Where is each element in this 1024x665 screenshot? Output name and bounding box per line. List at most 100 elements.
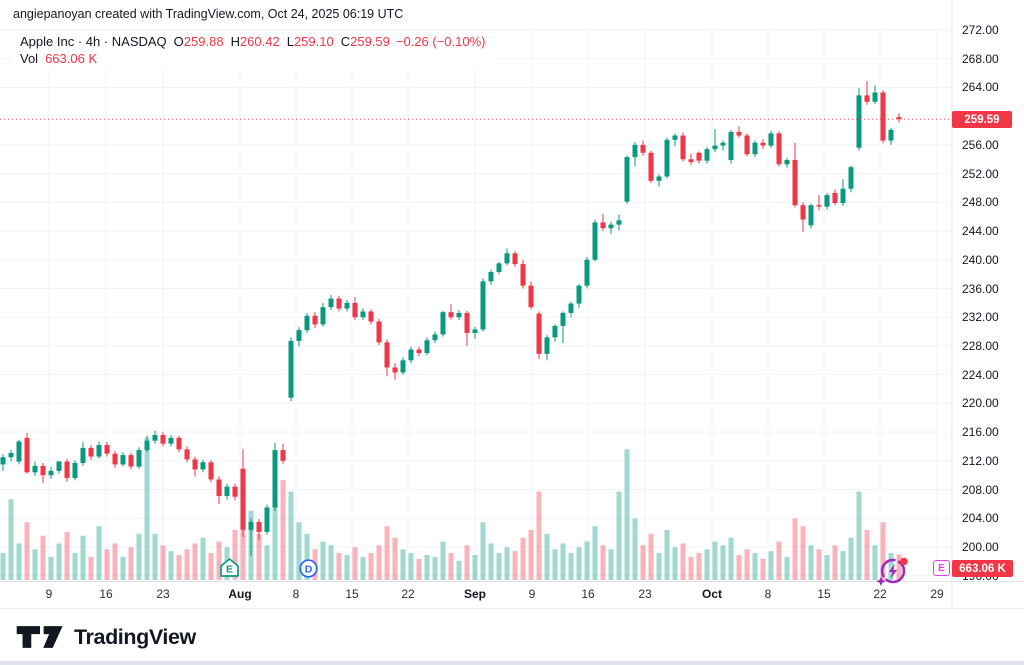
candle-body	[168, 437, 174, 444]
candle-wick	[722, 140, 724, 151]
candle-body	[824, 195, 830, 207]
time-axis-label: 23	[156, 587, 170, 601]
volume-bar	[728, 537, 734, 580]
volume-bar	[800, 526, 806, 580]
volume-bar	[120, 556, 126, 580]
candle-body	[240, 468, 246, 530]
volume-bar	[8, 499, 14, 580]
candle-body	[368, 311, 374, 322]
symbol-legend[interactable]: Apple Inc · 4h · NASDAQ O259.88 H260.42 L25…	[12, 31, 494, 69]
time-axis[interactable]: 9 16 23 Aug 8 15 22 Sep 9 16 23 Oct 8 15 22 29	[0, 582, 952, 607]
volume-bar	[792, 518, 798, 580]
candle-body	[888, 129, 894, 141]
price-axis[interactable]: 272.00 268.00 264.00 256.00 252.00 248.00 244.…	[952, 0, 1024, 610]
sparkle-icon	[876, 576, 886, 587]
open-label: O	[173, 34, 184, 49]
volume-bar	[456, 560, 462, 580]
price-axis-label: 256.00	[962, 137, 999, 152]
earnings-marker-letter: E	[226, 564, 233, 576]
volume-bar	[352, 547, 358, 580]
volume-bar	[848, 537, 854, 580]
candle-body	[264, 507, 270, 532]
candle-body	[856, 95, 862, 148]
grid	[0, 28, 952, 581]
candle-body	[880, 92, 886, 141]
candle-body	[312, 315, 318, 325]
open-value: 259.88	[183, 34, 224, 49]
candle-body	[40, 465, 46, 476]
tradingview-logo[interactable]: TradingView	[16, 622, 196, 652]
legend-ohlc-row[interactable]: Apple Inc · 4h · NASDAQ O259.88 H260.42 L25…	[20, 34, 486, 49]
candle-body	[400, 360, 406, 373]
candle-body	[536, 313, 542, 354]
refresh-lightning-icon[interactable]	[874, 551, 914, 591]
volume-bar	[672, 547, 678, 580]
candle-wick	[450, 304, 452, 320]
volume-bar	[656, 553, 662, 580]
candle-body	[816, 205, 822, 207]
volume-bar	[200, 537, 206, 580]
candle-body	[336, 298, 342, 309]
candle-body	[224, 486, 230, 497]
time-axis-label: 8	[292, 587, 300, 601]
candle-body	[88, 447, 94, 457]
earnings-marker-shape	[220, 558, 239, 577]
legend-volume-row[interactable]: Vol 663.06 K	[20, 51, 486, 66]
volume-bar	[392, 537, 398, 580]
candle-body	[112, 453, 118, 465]
candle-body	[48, 470, 54, 476]
volume-bar	[576, 547, 582, 580]
price-axis-label: 264.00	[962, 80, 999, 95]
volume-bar	[712, 541, 718, 580]
earnings-marker[interactable]: E	[219, 557, 240, 579]
volume-bar	[400, 549, 406, 580]
close-label: C	[340, 34, 351, 49]
candle-body	[80, 447, 86, 463]
candle-body	[152, 434, 158, 441]
volume-bar	[496, 553, 502, 580]
volume-bar	[520, 537, 526, 580]
earnings-axis-badge[interactable]: E	[933, 560, 950, 576]
volume-bar	[536, 491, 542, 580]
candle-body	[480, 281, 486, 330]
volume-bar	[128, 547, 134, 580]
candle-body	[760, 142, 766, 146]
candle-body	[24, 437, 30, 473]
candle-body	[392, 367, 398, 373]
dividend-marker[interactable]: D	[298, 558, 319, 579]
candle-body	[256, 521, 262, 532]
price-axis-label: 272.00	[962, 23, 999, 37]
volume-bar	[88, 556, 94, 580]
candle-body	[640, 144, 646, 153]
volume-bar	[544, 533, 550, 580]
volume-bar	[368, 553, 374, 580]
candle-body	[344, 302, 350, 309]
volume-bar	[880, 522, 886, 580]
volume-bar	[488, 543, 494, 580]
candle-body	[280, 450, 286, 461]
candle-body	[0, 457, 6, 465]
volume-bar	[296, 522, 302, 580]
candle-body	[784, 159, 790, 165]
volume-bar	[32, 549, 38, 580]
candle-body	[872, 92, 878, 102]
candle-body	[440, 312, 446, 335]
candle-body	[192, 459, 198, 470]
candle-body	[456, 312, 462, 318]
candle-series	[0, 80, 902, 556]
volume-bar	[384, 526, 390, 580]
candle-body	[688, 159, 694, 163]
volume-value: 663.06 K	[45, 51, 98, 66]
candle-body	[360, 311, 366, 318]
volume-bar	[272, 505, 278, 580]
candle-body	[248, 521, 254, 530]
volume-bar	[896, 554, 902, 580]
candle-body	[544, 337, 550, 354]
candle-body	[608, 224, 614, 229]
volume-bar	[776, 541, 782, 580]
candle-body	[408, 349, 414, 361]
volume-bar	[888, 553, 894, 580]
candle-body	[304, 315, 310, 331]
volume-bar	[48, 556, 54, 580]
